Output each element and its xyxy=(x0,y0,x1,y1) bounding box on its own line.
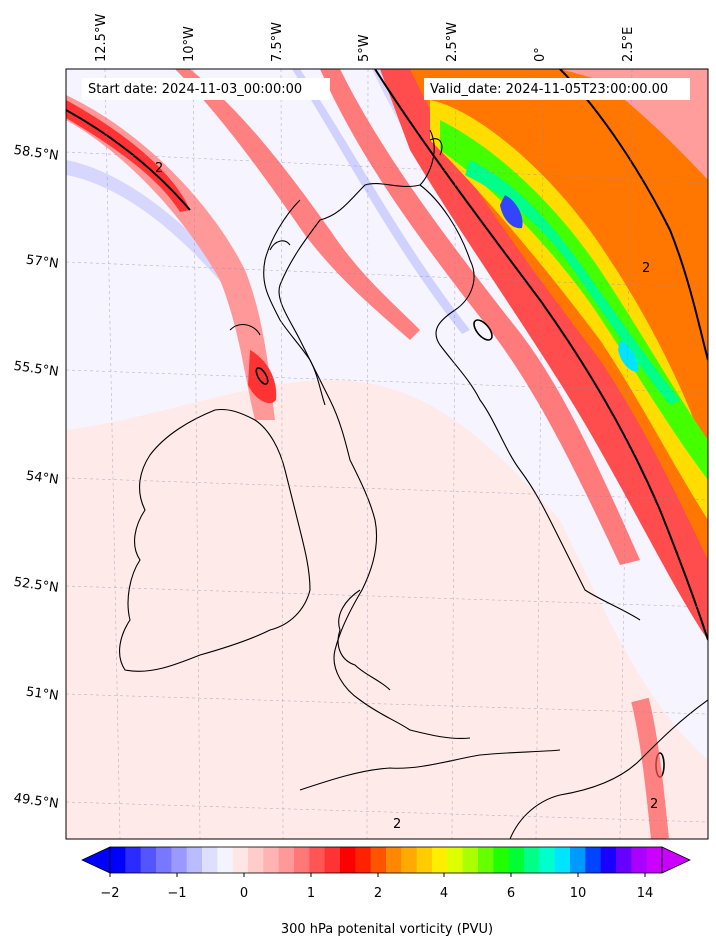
pv-band-north xyxy=(175,69,420,340)
pv-band-channel xyxy=(631,697,669,839)
lon-label: 7.5°W xyxy=(270,22,285,62)
colorbar-tick-label: 1 xyxy=(307,886,315,901)
pv-streak-blue xyxy=(292,69,470,334)
colorbar-swatch xyxy=(156,847,172,873)
pv2-contour-blob xyxy=(255,367,269,385)
pv-band-central xyxy=(320,69,640,565)
pv-core-cyan xyxy=(618,340,639,372)
colorbar-swatch xyxy=(508,847,525,873)
map-frame xyxy=(65,68,709,840)
longitude-labels: 12.5°W 10°W 7.5°W 5°W 2.5°W 0° 2.5°E xyxy=(94,14,636,62)
colorbar-swatch xyxy=(324,847,341,873)
colorbar-swatch xyxy=(309,847,326,873)
start-date-box xyxy=(82,78,330,100)
contour-label: 2 xyxy=(155,161,163,176)
valid-date-box xyxy=(424,78,690,100)
colorbar-swatch xyxy=(585,847,602,873)
valid-date-text: Valid_date: 2024-11-05T23:00:00.00 xyxy=(430,82,668,97)
lon-label: 5°W xyxy=(357,34,372,62)
colorbar-swatch xyxy=(355,847,372,873)
colorbar-swatch xyxy=(370,847,387,873)
start-date-text: Start date: 2024-11-03_00:00:00 xyxy=(88,82,302,97)
colorbar-swatch xyxy=(401,847,418,873)
colorbar-extend-min xyxy=(81,846,111,874)
colorbar-swatch xyxy=(462,847,479,873)
colorbar-swatch xyxy=(140,847,157,873)
pv-streamer-green xyxy=(440,120,708,480)
colorbar-tick-label: −1 xyxy=(167,886,186,901)
lat-label: 54°N xyxy=(25,469,60,488)
pv2-contour-west xyxy=(66,109,191,211)
lon-label: 12.5°W xyxy=(94,14,109,62)
map-panel: 2 2 2 2 xyxy=(66,69,708,839)
lon-label: 10°W xyxy=(182,26,197,62)
pv-streamer-teal xyxy=(465,160,680,405)
pv2-contour-blob xyxy=(473,319,493,341)
colorbar-swatch xyxy=(416,847,433,873)
colorbar-swatch xyxy=(110,847,126,873)
colorbar-tick-label: 6 xyxy=(507,886,515,901)
colorbar-swatch xyxy=(186,847,203,873)
lon-label: 0° xyxy=(533,47,548,62)
lat-label: 58.5°N xyxy=(13,143,60,164)
lat-label: 52.5°N xyxy=(13,575,60,596)
colorbar-swatch xyxy=(539,847,556,873)
colorbar-swatch xyxy=(125,847,142,873)
lat-label: 49.5°N xyxy=(13,791,60,812)
colorbar-swatch xyxy=(171,847,188,873)
colorbar-tick-label: 4 xyxy=(440,886,448,901)
pv-streamer-yellow xyxy=(430,100,708,520)
colorbar-label: 300 hPa potenital vorticity (PVU) xyxy=(281,922,493,937)
colorbar: −2 −1 0 1 2 4 6 10 14 xyxy=(81,846,691,901)
lat-label: 51°N xyxy=(25,685,60,704)
graticule xyxy=(66,69,708,839)
lon-label: 2.5°E xyxy=(621,27,636,62)
colorbar-swatch xyxy=(386,847,402,873)
colorbar-tick-label: 14 xyxy=(637,886,654,901)
colorbar-swatch xyxy=(340,847,356,873)
colorbar-extend-max xyxy=(661,846,691,874)
colorbar-swatch xyxy=(263,847,280,873)
colorbar-swatch xyxy=(631,847,648,873)
colorbar-swatch xyxy=(570,847,586,873)
colorbar-swatch xyxy=(432,847,448,873)
contour-label: 2 xyxy=(393,817,401,832)
colorbar-swatch xyxy=(232,847,249,873)
colorbar-swatch xyxy=(493,847,510,873)
colorbar-swatch xyxy=(524,847,540,873)
colorbar-frame xyxy=(109,846,663,874)
colorbar-tick-label: 10 xyxy=(570,886,587,901)
colorbar-swatch xyxy=(278,847,295,873)
lat-label: 57°N xyxy=(25,253,60,272)
colorbar-swatch xyxy=(447,847,464,873)
pv-field-pale xyxy=(66,380,708,839)
contour-label: 2 xyxy=(650,797,658,812)
colorbar-swatch xyxy=(478,847,494,873)
colorbar-tick-label: 2 xyxy=(374,886,382,901)
pv-core-blue xyxy=(500,195,523,229)
colorbar-swatch xyxy=(600,847,617,873)
colorbar-swatch xyxy=(294,847,310,873)
colorbar-swatch xyxy=(554,847,571,873)
contour-label: 2 xyxy=(642,261,650,276)
colorbar-tick-label: 0 xyxy=(240,886,248,901)
colorbar-tick-label: −2 xyxy=(100,886,119,901)
pv2-contour-outer xyxy=(559,69,708,361)
pv-blob xyxy=(248,350,277,404)
colorbar-swatch xyxy=(202,847,218,873)
coastlines xyxy=(119,129,708,839)
colorbar-swatch xyxy=(248,847,264,873)
colorbar-swatch xyxy=(616,847,632,873)
lon-label: 2.5°W xyxy=(445,22,460,62)
latitude-labels: 58.5°N 57°N 55.5°N 54°N 52.5°N 51°N 49.5°N xyxy=(13,143,60,812)
pv2-contour-east xyxy=(374,69,708,641)
lat-label: 55.5°N xyxy=(13,359,60,380)
colorbar-swatch xyxy=(217,847,234,873)
colorbar-swatch xyxy=(646,847,663,873)
